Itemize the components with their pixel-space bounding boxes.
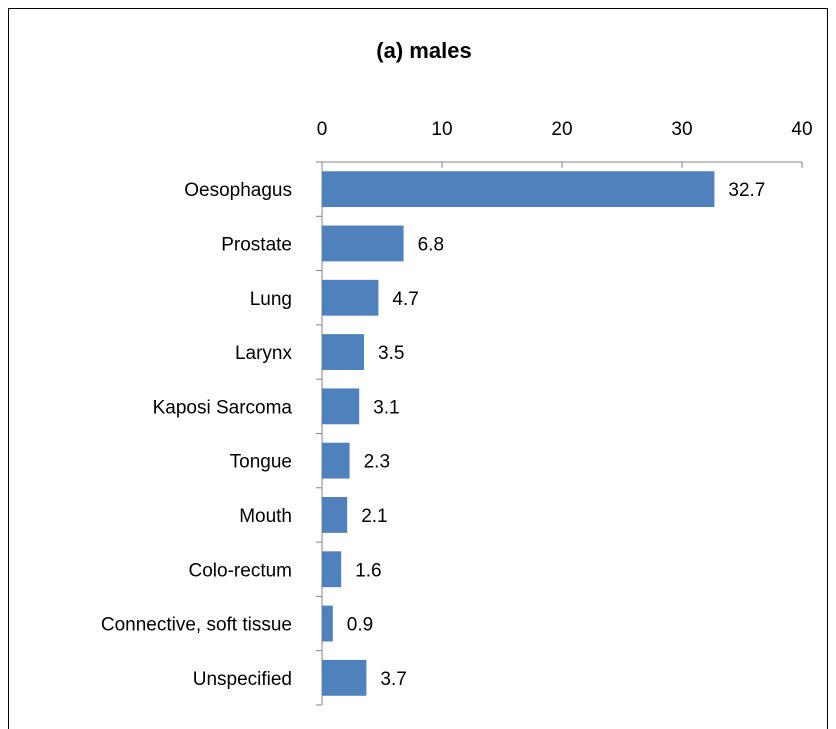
value-label: 2.3 — [364, 452, 390, 473]
value-label: 3.1 — [373, 397, 399, 418]
chart-border — [8, 8, 828, 729]
value-label: 32.7 — [728, 180, 765, 201]
value-label: 3.7 — [380, 669, 406, 690]
bar — [322, 171, 715, 208]
y-tick-label: Lung — [250, 289, 292, 310]
value-label: 1.6 — [355, 560, 381, 581]
bar — [322, 551, 342, 588]
x-tick-label: 30 — [671, 119, 692, 140]
bar — [322, 334, 364, 370]
value-label: 0.9 — [347, 615, 373, 636]
bar — [322, 659, 367, 696]
y-tick-label: Kaposi Sarcoma — [153, 397, 293, 418]
chart-title: (a) males — [376, 38, 471, 63]
bar — [322, 225, 404, 262]
value-label: 3.5 — [378, 343, 404, 364]
bar — [322, 605, 333, 642]
y-tick-label: Tongue — [230, 452, 292, 473]
value-label: 4.7 — [392, 289, 418, 310]
y-tick-label: Connective, soft tissue — [101, 615, 292, 636]
x-tick-label: 0 — [317, 119, 328, 140]
x-tick-label: 40 — [791, 119, 812, 140]
value-label: 6.8 — [418, 234, 444, 255]
x-tick-label: 10 — [431, 119, 452, 140]
y-tick-label: Larynx — [235, 343, 293, 364]
y-tick-label: Oesophagus — [184, 180, 292, 201]
bar — [322, 497, 348, 533]
y-tick-label: Mouth — [239, 506, 292, 527]
value-label: 2.1 — [361, 506, 387, 527]
bar — [322, 388, 360, 425]
bar — [322, 442, 350, 479]
y-tick-label: Prostate — [221, 234, 292, 255]
y-tick-label: Unspecified — [193, 669, 292, 690]
x-tick-label: 20 — [551, 119, 572, 140]
y-tick-label: Colo-rectum — [189, 560, 292, 581]
bar — [322, 279, 379, 316]
